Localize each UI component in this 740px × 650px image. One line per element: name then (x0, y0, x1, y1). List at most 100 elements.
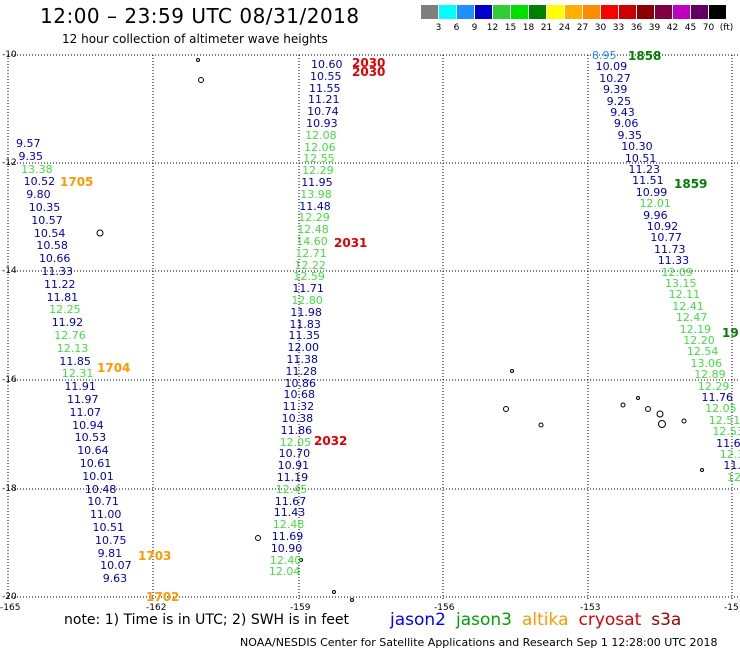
wave-height-value: 8.95 (592, 49, 617, 62)
island-outlines (96, 58, 704, 602)
colorbar-label: 70 (702, 23, 715, 33)
wave-height-value: 9.63 (102, 572, 128, 586)
legend-satellite-jason2: jason2 (390, 610, 446, 630)
pass-time-label: 1703 (138, 549, 172, 563)
colorbar-swatch (601, 5, 618, 19)
colorbar-swatch (439, 5, 456, 19)
wave-height-value: 10.60 (311, 58, 343, 71)
wave-height-value: 10.09 (595, 60, 628, 74)
wave-height-value: 11.97 (67, 393, 99, 406)
legend-satellite-cryosat: cryosat (578, 610, 642, 630)
wave-height-value: 10.91 (277, 459, 310, 473)
island-outline (332, 590, 336, 594)
colorbar-swatch (673, 5, 690, 19)
colorbar-label: 33 (612, 23, 625, 33)
pass-time-label: 2030 (352, 56, 386, 70)
colorbar-label: 42 (666, 23, 679, 33)
longitude-label: -165 (0, 603, 21, 613)
wave-height-value: 9.25 (606, 94, 632, 108)
footer-note: note: 1) Time is in UTC; 2) SWH is in fe… (64, 612, 350, 628)
latitude-label: -20 (2, 592, 17, 602)
wave-height-value: 11.85 (59, 354, 91, 368)
island-outline (700, 468, 704, 472)
island-outline (645, 406, 651, 412)
wave-height-value: 10.07 (100, 559, 132, 573)
wave-height-value: 10.52 (23, 175, 56, 189)
wave-height-value: 12.48 (272, 518, 305, 532)
map-grid (7, 54, 740, 600)
wave-height-value: 11.67 (274, 494, 307, 508)
wave-height-value: 10.66 (38, 252, 71, 266)
wave-height-value: 12.54 (686, 345, 719, 359)
pass-time-label: 1702 (146, 590, 180, 604)
wave-height-value: 10.75 (95, 533, 127, 547)
wave-height-value: 12.01 (639, 197, 671, 211)
island-outline (656, 410, 664, 418)
wave-height-value: 10.01 (82, 469, 114, 483)
colorbar-label: 30 (594, 23, 607, 33)
wave-height-value: 12.45 (275, 482, 308, 496)
wave-height-value: 10.99 (635, 185, 668, 199)
wave-height-value: 9.96 (643, 208, 668, 222)
pass-time-label: 19 (722, 326, 739, 340)
wave-height-value: 10.64 (77, 444, 109, 458)
wave-height-value: 11.69 (271, 530, 304, 543)
wave-height-value: 11.07 (69, 405, 102, 419)
wave-height-value: 10.51 (624, 151, 657, 165)
wave-height-value: 11.00 (89, 508, 122, 522)
colorbar-label: 12 (486, 23, 499, 33)
wave-height-value: 10.68 (283, 388, 316, 402)
wave-height-value: 11.73 (654, 242, 686, 256)
island-outline (299, 558, 303, 562)
wave-height-value: 10.74 (307, 105, 339, 119)
wave-height-value: 12.20 (683, 334, 715, 347)
credit-line: NOAA/NESDIS Center for Satellite Applica… (240, 636, 718, 649)
wave-height-value: 11.43 (273, 506, 306, 520)
wave-height-value: 12.04 (268, 565, 301, 579)
wave-height-value: 12.0 (727, 470, 740, 484)
wave-height-value: 13.98 (300, 187, 332, 201)
wave-height-value: 12.3 (719, 448, 740, 461)
map-subtitle: 12 hour collection of altimeter wave hei… (62, 32, 328, 46)
wave-height-value: 10.77 (650, 231, 682, 245)
pass-time-label: 2030 (352, 65, 386, 79)
colorbar-label: 15 (504, 23, 517, 33)
wave-height-value: 10.90 (270, 541, 303, 555)
latitude-label: -12 (2, 158, 17, 168)
colorbar-label: 9 (471, 23, 478, 33)
wave-height-value: 12.06 (304, 140, 336, 154)
colorbar-label: 36 (630, 23, 643, 33)
wave-height-value: 11.22 (44, 277, 76, 291)
wave-height-value: 10.93 (306, 117, 338, 130)
wave-height-value: 10.35 (28, 201, 61, 214)
wave-height-value: 12.55 (303, 152, 335, 166)
wave-height-value: 12.11 (668, 288, 701, 302)
wave-height-value: 11.71 (292, 282, 324, 296)
island-outline (198, 77, 204, 83)
colorbar-swatch (547, 5, 564, 19)
wave-height-value: 10.61 (79, 457, 112, 470)
latitude-label: -18 (2, 484, 17, 494)
wave-height-value: 12.19 (679, 322, 712, 336)
colorbar-swatch (691, 5, 708, 19)
island-outline (503, 406, 509, 412)
wave-height-value: 11.65 (716, 436, 740, 450)
longitude-label: -156 (434, 603, 455, 613)
latitude-label: -16 (2, 375, 17, 385)
wave-height-value: 12.51 (708, 413, 740, 427)
island-outline (196, 58, 200, 62)
colorbar-swatch (529, 5, 546, 19)
wave-height-value: 12.05 (705, 402, 737, 416)
wave-height-value: 11.51 (632, 174, 664, 188)
wave-height-value: 11.81 (46, 290, 79, 304)
wave-height-value: 9.57 (16, 137, 41, 150)
wave-height-value: 9.06 (613, 117, 639, 131)
wave-height-value: 12.29 (302, 164, 334, 178)
wave-height-value: 11.21 (308, 93, 340, 107)
colorbar-label: 18 (522, 23, 535, 33)
legend-satellite-altika: altika (522, 610, 569, 630)
pass-time-label: 1705 (60, 175, 94, 189)
satellite-legend: jason2 jason3 altika cryosat s3a (390, 610, 691, 630)
colorbar-label: 24 (558, 23, 571, 33)
wave-height-value: 12.59 (293, 270, 325, 284)
